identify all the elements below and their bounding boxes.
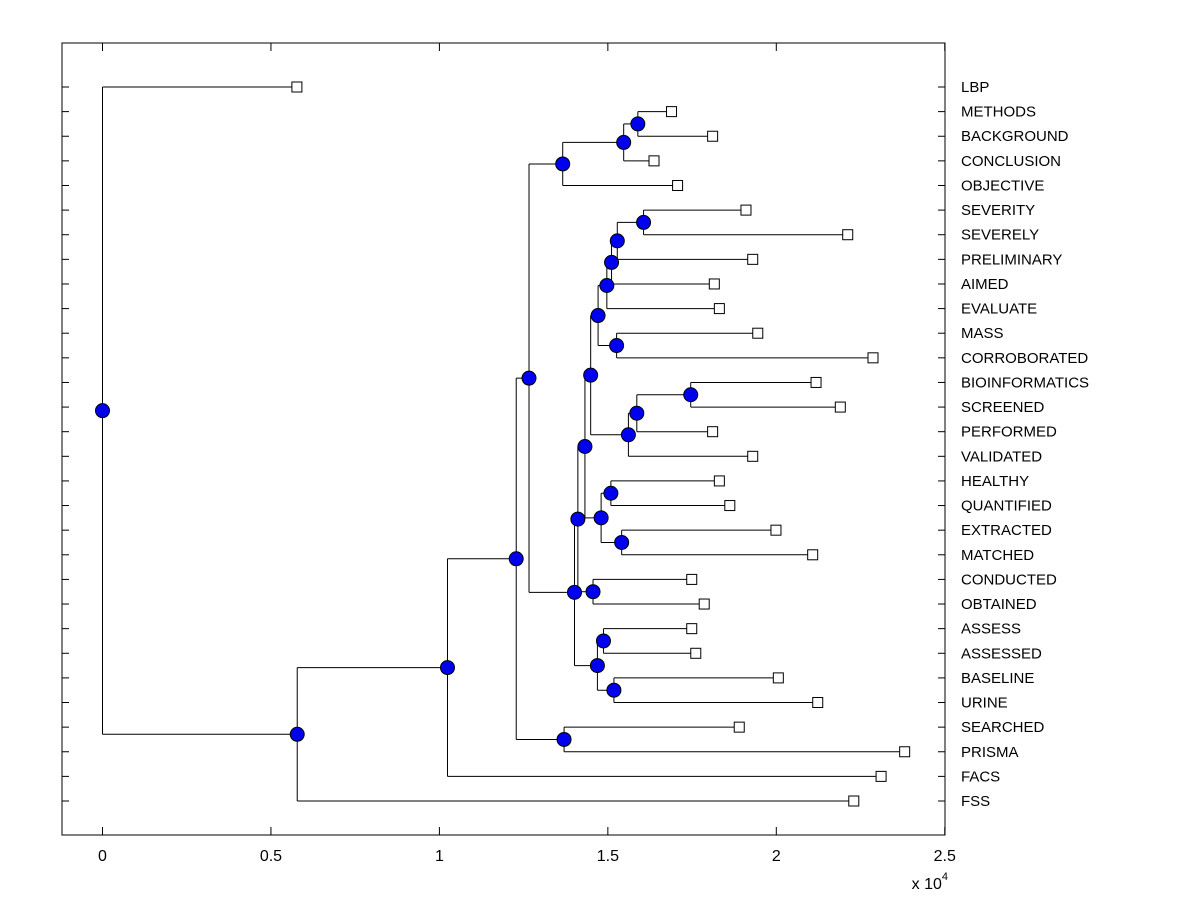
plot-frame [61, 42, 946, 836]
cluster-node-marker [95, 403, 110, 419]
x-tick-label: 2 [772, 848, 781, 865]
leaf-label: FSS [961, 793, 990, 810]
leaf-marker [770, 524, 782, 536]
cluster-node-marker [683, 387, 699, 403]
leaf-marker [848, 795, 860, 807]
x-tick-label: 1.5 [597, 848, 619, 865]
cluster-node-marker [603, 485, 619, 501]
x-tick-label: 2.5 [934, 848, 956, 865]
cluster-node-marker [590, 308, 606, 324]
leaf-marker [842, 229, 854, 241]
leaf-label: CONDUCTED [961, 571, 1057, 588]
leaf-marker [747, 450, 759, 462]
leaf-label: MATCHED [961, 547, 1034, 564]
leaf-marker [772, 672, 784, 684]
leaf-marker [747, 253, 759, 265]
leaf-marker [666, 106, 678, 118]
leaf-label: HEALTHY [961, 473, 1029, 490]
leaf-label: MASS [961, 325, 1004, 342]
cluster-node-marker [585, 584, 601, 600]
cluster-node-marker [508, 551, 524, 567]
leaf-marker [686, 623, 698, 635]
leaf-label: LBP [961, 79, 989, 96]
leaf-label: ASSESS [961, 621, 1021, 638]
leaf-marker [724, 500, 736, 512]
cluster-node-marker [289, 726, 305, 742]
cluster-node-marker [595, 633, 611, 649]
leaf-marker [752, 327, 764, 339]
cluster-node-marker [521, 370, 537, 386]
x-tick-label: 1 [435, 848, 444, 865]
leaf-marker [686, 573, 698, 585]
cluster-node-marker [589, 658, 605, 674]
leaf-label: SEVERITY [961, 202, 1035, 219]
leaf-marker [690, 647, 702, 659]
leaf-marker [810, 376, 822, 388]
leaf-marker [291, 81, 303, 93]
leaf-marker [648, 155, 660, 167]
leaf-marker [707, 130, 719, 142]
leaf-label: ASSESSED [961, 645, 1042, 662]
cluster-node-marker [614, 534, 630, 550]
cluster-node-marker [593, 510, 609, 526]
leaf-label: VALIDATED [961, 448, 1042, 465]
leaf-marker [867, 352, 879, 364]
cluster-node-marker [604, 254, 620, 270]
cluster-node-marker [439, 660, 455, 676]
leaf-label: METHODS [961, 104, 1036, 121]
cluster-node-marker [609, 233, 625, 249]
leaf-label: CORROBORATED [961, 350, 1088, 367]
cluster-node-marker [566, 584, 582, 600]
leaf-label: PRELIMINARY [961, 251, 1062, 268]
cluster-node-marker [583, 367, 599, 383]
x-tick-label: 0.5 [260, 848, 282, 865]
leaf-label: FACS [961, 768, 1000, 785]
axis-exponent-label: x 104 [912, 871, 948, 893]
leaf-label: URINE [961, 695, 1008, 712]
leaf-label: SCREENED [961, 399, 1045, 416]
leaf-marker [672, 179, 684, 191]
leaf-label: PERFORMED [961, 424, 1057, 441]
cluster-node-marker [556, 731, 572, 747]
leaf-marker [807, 549, 819, 561]
leaf-label: BASELINE [961, 670, 1034, 687]
leaf-marker [834, 401, 846, 413]
leaf-label: CONCLUSION [961, 153, 1061, 170]
leaf-label: SEARCHED [961, 719, 1045, 736]
cluster-node-marker [630, 116, 646, 132]
leaf-marker [707, 426, 719, 438]
leaf-marker [713, 475, 725, 487]
leaf-marker [713, 303, 725, 315]
leaf-label: AIMED [961, 276, 1009, 293]
leaf-marker [740, 204, 752, 216]
leaf-label: SEVERELY [961, 227, 1039, 244]
leaf-label: PRISMA [961, 744, 1019, 761]
cluster-node-marker [570, 511, 586, 527]
leaf-label: BIOINFORMATICS [961, 374, 1089, 391]
leaf-label: QUANTIFIED [961, 498, 1052, 515]
leaf-label: OBTAINED [961, 596, 1037, 613]
cluster-node-marker [620, 427, 636, 443]
leaf-marker [698, 598, 710, 610]
leaf-marker [875, 770, 887, 782]
cluster-node-marker [629, 405, 645, 421]
cluster-node-marker [577, 439, 593, 455]
leaf-label: OBJECTIVE [961, 177, 1044, 194]
cluster-node-marker [606, 682, 622, 698]
leaf-label: BACKGROUND [961, 128, 1069, 145]
leaf-marker [812, 697, 824, 709]
leaf-marker [899, 746, 911, 758]
cluster-node-marker [555, 156, 571, 172]
cluster-node-marker [616, 134, 632, 150]
cluster-node-marker [609, 338, 625, 354]
leaf-marker [733, 721, 745, 733]
cluster-node-marker [599, 278, 615, 294]
x-tick-label: 0 [98, 848, 107, 865]
leaf-label: EXTRACTED [961, 522, 1052, 539]
cluster-node-marker [636, 214, 652, 230]
leaf-label: EVALUATE [961, 301, 1037, 318]
leaf-marker [708, 278, 720, 290]
